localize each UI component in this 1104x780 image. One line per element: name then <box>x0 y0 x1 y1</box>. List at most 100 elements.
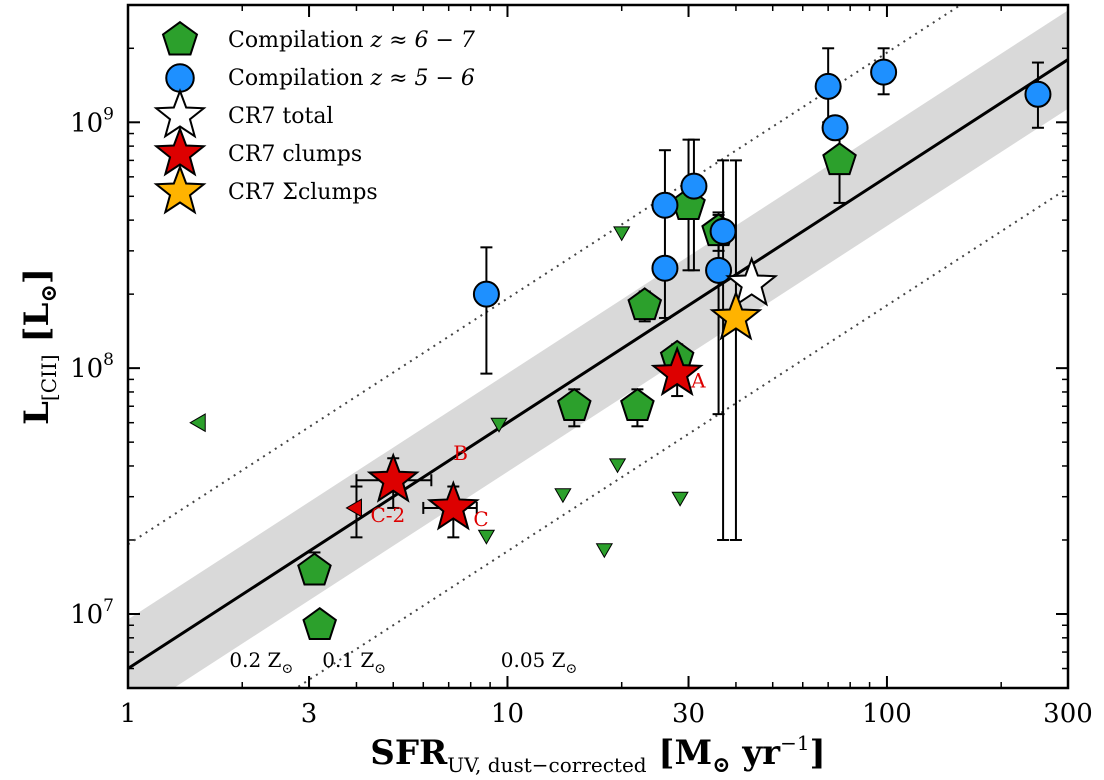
legend-label-3: CR7 clumps <box>228 142 362 167</box>
series-4-markers <box>725 256 779 307</box>
metallicity-label-1: 0.1 Z⊙ <box>322 648 386 677</box>
x-tick-label-2: 10 <box>491 699 524 729</box>
series-0-marker-0 <box>297 552 332 586</box>
metallicity-label-0-sun: ⊙ <box>281 661 293 677</box>
series-2-marker-4 <box>671 491 689 507</box>
series-1-marker-3 <box>680 172 708 200</box>
series-0-marker-8 <box>822 142 857 176</box>
series-5-markers <box>709 290 763 341</box>
x-axis-title-part-4: yr <box>731 733 782 773</box>
series-1-marker-1 <box>651 191 679 219</box>
clump-label-7-0: C-2 <box>370 503 405 527</box>
y-axis-title-part-2: [L <box>17 302 57 354</box>
x-tick-label-4: 100 <box>862 699 912 729</box>
series-1-marker-5 <box>709 217 737 245</box>
series-1-marker-0 <box>472 280 500 308</box>
metallicity-label-2-text: 0.05 Z <box>501 648 566 672</box>
series-1-marker-4 <box>705 256 733 284</box>
metallicity-line-2 <box>294 187 1068 688</box>
y-tick-label-1-exp: 8 <box>103 350 114 370</box>
clump-label-6-0: A <box>690 369 706 393</box>
x-axis-title-part-1: UV, dust−corrected <box>447 753 647 777</box>
series-6-marker-1 <box>366 452 420 503</box>
series-2-marker-0 <box>613 226 631 242</box>
y-axis-title-part-4: ] <box>17 268 57 284</box>
series-2-marker-6 <box>595 543 614 559</box>
clump-label-6-1: B <box>453 441 468 465</box>
plot-frame <box>126 3 1070 690</box>
series-3-markers <box>189 413 206 433</box>
legend-marker-0 <box>161 20 199 56</box>
metallicity-label-0-text: 0.2 Z <box>229 648 281 672</box>
series-0-marker-4 <box>627 287 663 321</box>
series-1-markers <box>472 58 1052 308</box>
legend-label-2: CR7 total <box>228 104 333 129</box>
x-tick-label-5: 300 <box>1043 699 1093 729</box>
series-7-markers: C-2 <box>345 498 405 527</box>
y-axis-title-part-3: ⊙ <box>36 284 62 302</box>
series-5 <box>729 159 742 541</box>
series-2-marker-2 <box>608 458 627 474</box>
series-2-marker-3 <box>554 488 572 504</box>
series-1-marker-6 <box>814 72 842 100</box>
clump-label-6-2: C <box>473 507 488 531</box>
legend-label-1-text: Compilation <box>228 66 371 91</box>
series-6-marker-2 <box>426 480 480 531</box>
relation-line <box>128 58 1068 670</box>
legend-marker-4 <box>153 164 207 215</box>
series-7-marker-0 <box>345 498 362 518</box>
y-tick-label-0: 107 <box>70 596 114 630</box>
legend-label-3-text: CR7 clumps <box>228 142 362 167</box>
series-2-marker-5 <box>477 529 496 545</box>
series-1-marker-2 <box>651 254 679 282</box>
y-tick-label-0-exp: 7 <box>103 596 114 616</box>
series-1-marker-8 <box>870 58 898 86</box>
y-tick-label-1: 108 <box>70 350 114 384</box>
metallicity-line-0 <box>128 5 963 546</box>
metallicity-label-0: 0.2 Z⊙ <box>229 648 293 677</box>
legend: Compilation z ≈ 6 − 7 Compilation z ≈ 5 −… <box>153 20 475 215</box>
legend-label-4: CR7 Σclumps <box>228 180 378 205</box>
metallicity-label-2-sun: ⊙ <box>566 661 578 677</box>
x-tick-label-1: 3 <box>301 699 318 729</box>
y-axis-title-part-0: L <box>17 401 57 425</box>
legend-label-0: Compilation z ≈ 6 − 7 <box>228 28 475 53</box>
series-6-marker-0 <box>650 345 704 397</box>
metallicity-label-1-sun: ⊙ <box>374 661 386 677</box>
metallicity-label-2: 0.05 Z⊙ <box>501 648 578 677</box>
series-2-marker-1 <box>490 417 508 433</box>
x-axis-title: SFRUV, dust−corrected [M⊙ yr−1] <box>370 731 825 778</box>
legend-label-4-text: CR7 Σclumps <box>228 180 378 205</box>
series-0-marker-2 <box>556 387 592 421</box>
series-1-marker-9 <box>1024 80 1052 108</box>
x-axis-title-part-3: ⊙ <box>712 752 730 778</box>
legend-marker-1 <box>165 63 195 93</box>
plot-area: A B C C-2 <box>128 5 1068 688</box>
y-tick-label-2-base: 10 <box>70 108 103 138</box>
y-axis-title: L[CII] [L⊙] <box>17 268 62 425</box>
series-1-marker-7 <box>821 114 849 142</box>
series-2-markers <box>477 226 689 559</box>
x-axis-title-part-2: [M <box>647 733 713 773</box>
y-tick-label-0-base: 10 <box>70 600 103 630</box>
series-3-marker-0 <box>189 413 206 433</box>
x-axis-title-part-5: −1 <box>780 731 809 755</box>
legend-label-1-math: z ≈ 5 − 6 <box>370 66 475 91</box>
legend-label-2-text: CR7 total <box>228 104 333 129</box>
series-6-markers: A B C <box>366 345 706 531</box>
series-5-marker-0 <box>709 290 763 341</box>
legend-label-0-math: z ≈ 6 − 7 <box>370 28 475 53</box>
relation-scatter-band <box>128 10 1068 688</box>
metallicity-label-1-text: 0.1 Z <box>322 648 374 672</box>
x-tick-label-3: 30 <box>672 699 705 729</box>
x-axis-title-part-6: ] <box>810 733 826 773</box>
series-0-marker-3 <box>620 387 655 421</box>
y-tick-label-1-base: 10 <box>70 354 103 384</box>
y-axis-title-part-1: [CII] <box>37 354 61 401</box>
x-tick-label-0: 1 <box>120 699 137 729</box>
series-0-marker-1 <box>302 607 338 640</box>
y-tick-label-2: 109 <box>70 104 114 138</box>
series-4-marker-0 <box>725 256 779 307</box>
